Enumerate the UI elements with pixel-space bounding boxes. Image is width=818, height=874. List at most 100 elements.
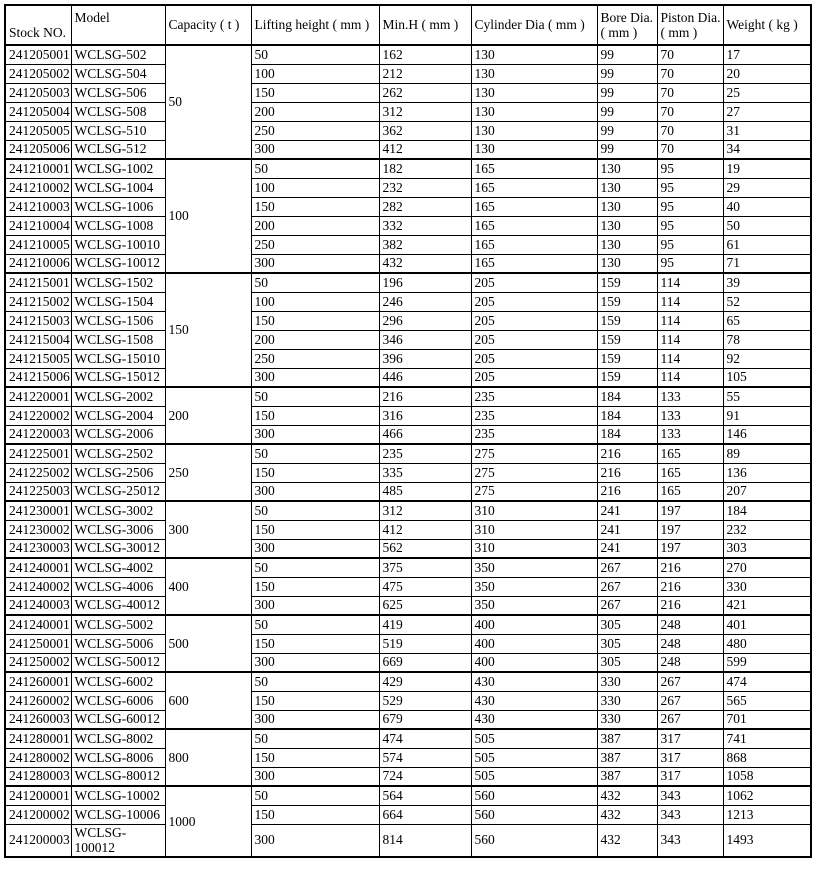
cell-model: WCLSG-1006 [70, 196, 166, 217]
cell-piston-dia: 133 [656, 386, 724, 407]
cell-model: WCLSG-50012 [70, 652, 166, 673]
cell-model: WCLSG-100012 [70, 823, 166, 858]
cell-lifting-height: 150 [250, 462, 380, 483]
cell-cylinder-dia: 310 [470, 500, 598, 521]
cell-stock-no: 241280001 [4, 728, 72, 749]
cell-stock-no: 241200001 [4, 785, 72, 806]
cell-bore-dia: 159 [596, 348, 658, 369]
cell-min-h: 562 [378, 538, 472, 559]
table-row: 241220003 WCLSG-2006 300 466 235 184 133 146 [4, 424, 812, 445]
cell-lifting-height: 300 [250, 481, 380, 502]
cell-stock-no: 241260001 [4, 671, 72, 692]
cell-capacity: 800 [164, 728, 252, 787]
cell-min-h: 664 [378, 804, 472, 825]
cell-bore-dia: 159 [596, 329, 658, 350]
cell-piston-dia: 70 [656, 120, 724, 141]
cell-stock-no: 241220002 [4, 405, 72, 426]
table-row: 241205002 WCLSG-504 100 212 130 99 70 20 [4, 63, 812, 84]
cell-min-h: 312 [378, 500, 472, 521]
cell-piston-dia: 343 [656, 785, 724, 806]
cell-stock-no: 241225002 [4, 462, 72, 483]
cell-stock-no: 241215006 [4, 367, 72, 388]
cell-min-h: 814 [378, 823, 472, 858]
cell-weight: 1493 [722, 823, 812, 858]
cell-cylinder-dia: 505 [470, 747, 598, 768]
cell-cylinder-dia: 275 [470, 481, 598, 502]
cell-cylinder-dia: 130 [470, 44, 598, 65]
cell-cylinder-dia: 235 [470, 386, 598, 407]
cell-cylinder-dia: 165 [470, 196, 598, 217]
cell-cylinder-dia: 130 [470, 101, 598, 122]
table-row: 241200003 WCLSG-100012 300 814 560 432 343 1493 [4, 823, 812, 858]
cell-cylinder-dia: 400 [470, 633, 598, 654]
cell-stock-no: 241250002 [4, 652, 72, 673]
cell-lifting-height: 100 [250, 291, 380, 312]
cell-piston-dia: 267 [656, 671, 724, 692]
cell-lifting-height: 150 [250, 405, 380, 426]
cell-bore-dia: 99 [596, 139, 658, 160]
cell-cylinder-dia: 560 [470, 823, 598, 858]
cell-lifting-height: 50 [250, 785, 380, 806]
cell-min-h: 485 [378, 481, 472, 502]
cell-lifting-height: 150 [250, 576, 380, 597]
cell-bore-dia: 99 [596, 82, 658, 103]
header-label: Cylinder Dia ( mm ) [474, 17, 585, 32]
cell-bore-dia: 267 [596, 557, 658, 578]
cell-cylinder-dia: 235 [470, 405, 598, 426]
cell-lifting-height: 50 [250, 728, 380, 749]
cell-piston-dia: 197 [656, 500, 724, 521]
cell-model: WCLSG-15010 [70, 348, 166, 369]
cell-weight: 1213 [722, 804, 812, 825]
cell-model: WCLSG-10006 [70, 804, 166, 825]
cell-cylinder-dia: 205 [470, 367, 598, 388]
cell-cylinder-dia: 130 [470, 120, 598, 141]
cell-piston-dia: 343 [656, 823, 724, 858]
cell-lifting-height: 300 [250, 253, 380, 274]
cell-stock-no: 241240001 [4, 614, 72, 635]
table-row: 241230002 WCLSG-3006 150 412 310 241 197 232 [4, 519, 812, 540]
cell-bore-dia: 241 [596, 519, 658, 540]
cell-bore-dia: 130 [596, 215, 658, 236]
cell-bore-dia: 216 [596, 443, 658, 464]
cell-bore-dia: 130 [596, 196, 658, 217]
cell-stock-no: 241225001 [4, 443, 72, 464]
cell-min-h: 282 [378, 196, 472, 217]
cell-stock-no: 241215002 [4, 291, 72, 312]
header-label: Stock NO. [9, 25, 66, 40]
table-body: 241205001 WCLSG-502 50 50 162 130 99 70 17 241205… [4, 44, 812, 858]
cell-capacity: 500 [164, 614, 252, 673]
cell-weight: 207 [722, 481, 812, 502]
col-header-lifting: Lifting height ( mm ) [250, 4, 380, 46]
cell-weight: 270 [722, 557, 812, 578]
cell-cylinder-dia: 400 [470, 614, 598, 635]
table-row: 241260001 WCLSG-6002 600 50 429 430 330 267 474 [4, 671, 812, 730]
cell-bore-dia: 130 [596, 234, 658, 255]
cell-stock-no: 241240002 [4, 576, 72, 597]
cell-cylinder-dia: 205 [470, 291, 598, 312]
cell-lifting-height: 300 [250, 424, 380, 445]
table-row: 241230003 WCLSG-30012 300 562 310 241 197 303 [4, 538, 812, 559]
cell-stock-no: 241205002 [4, 63, 72, 84]
cell-lifting-height: 50 [250, 500, 380, 521]
cell-bore-dia: 130 [596, 158, 658, 179]
cell-weight: 1058 [722, 766, 812, 787]
header-label: ( mm ) [660, 24, 698, 40]
cell-bore-dia: 305 [596, 633, 658, 654]
cell-stock-no: 241225003 [4, 481, 72, 502]
cell-weight: 184 [722, 500, 812, 521]
cell-min-h: 216 [378, 386, 472, 407]
cell-model: WCLSG-80012 [70, 766, 166, 787]
cell-lifting-height: 200 [250, 329, 380, 350]
cell-stock-no: 241240001 [4, 557, 72, 578]
cell-model: WCLSG-2002 [70, 386, 166, 407]
col-header-piston: Piston Dia.( mm ) [656, 4, 724, 46]
cell-lifting-height: 50 [250, 44, 380, 65]
cell-lifting-height: 250 [250, 120, 380, 141]
cell-piston-dia: 165 [656, 462, 724, 483]
col-header-weight: Weight ( kg ) [722, 4, 812, 46]
cell-cylinder-dia: 350 [470, 576, 598, 597]
cell-weight: 868 [722, 747, 812, 768]
cell-min-h: 212 [378, 63, 472, 84]
cell-capacity: 600 [164, 671, 252, 730]
cell-min-h: 235 [378, 443, 472, 464]
